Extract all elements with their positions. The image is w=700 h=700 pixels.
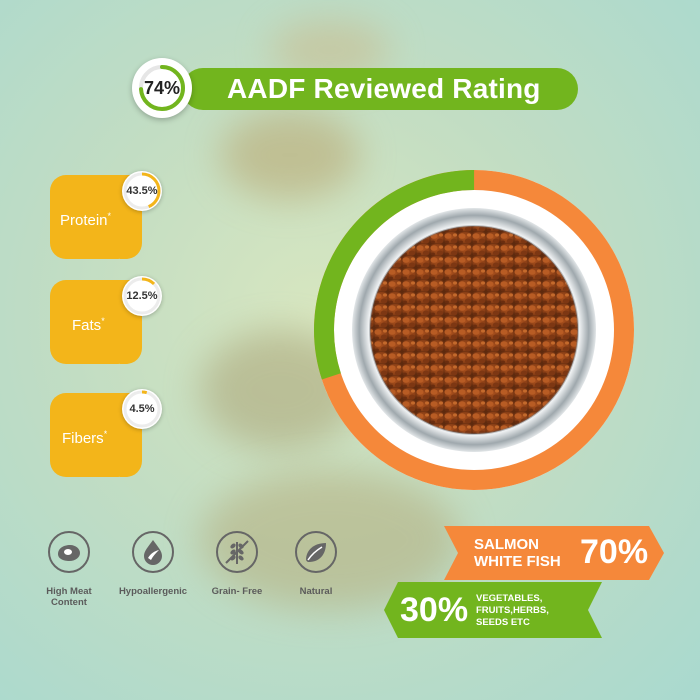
nutrient-mark: * xyxy=(107,211,112,221)
fish-ribbon: SALMON WHITE FISH 70% xyxy=(444,526,664,580)
nutrient-label: Fibers* xyxy=(62,429,107,447)
feature-label-line: High Meat xyxy=(46,586,92,597)
fish-percent: 70% xyxy=(580,533,649,571)
rating-bar xyxy=(182,68,578,110)
food-bowl-image xyxy=(314,170,634,490)
feature-label: High Meat Content xyxy=(27,586,111,608)
fish-label: SALMON WHITE FISH xyxy=(474,536,561,570)
nutrient-name: Fibers xyxy=(62,430,104,447)
feature-high-meat: High Meat Content xyxy=(27,530,111,608)
rating-label: AADF Reviewed Rating xyxy=(227,73,541,104)
feature-label: Natural xyxy=(274,586,358,597)
rating-value: 74% xyxy=(143,78,181,98)
meat-icon xyxy=(48,531,90,573)
nutrient-name: Fats xyxy=(72,317,102,334)
nutrient-value: 43.5% xyxy=(126,185,158,197)
nutrient-label: Fats* xyxy=(72,316,105,334)
nutrient-name: Protein xyxy=(60,212,108,229)
nutrient-label: Protein* xyxy=(60,211,111,229)
fish-ribbon-shape xyxy=(444,526,664,580)
nutrient-card xyxy=(50,280,134,364)
nutrient-mark: * xyxy=(103,429,108,439)
vegetable-label-line: VEGETABLES, xyxy=(476,593,543,604)
fish-label-line: SALMON xyxy=(474,536,539,553)
nutrient-card xyxy=(50,393,134,477)
nutrient-value: 4.5% xyxy=(129,403,155,415)
feature-label: Hypoallergenic xyxy=(111,586,195,597)
bowl-kibble xyxy=(370,226,578,434)
nutrient-badge: 4.5% xyxy=(122,389,162,429)
drop-leaf-icon xyxy=(132,531,174,573)
rating-badge: 74% xyxy=(132,58,192,118)
nutrient-badge: 43.5% xyxy=(122,171,162,211)
feature-hypoallergenic: Hypoallergenic xyxy=(111,530,195,597)
vegetable-ribbon: 30% VEGETABLES, FRUITS,HERBS, SEEDS ETC xyxy=(384,582,602,638)
feature-label-line: Content xyxy=(51,597,87,608)
vegetable-ribbon-shape xyxy=(384,582,602,638)
rating-progress-ring xyxy=(139,65,185,111)
nutrient-protein: Protein* 43.5% xyxy=(50,171,165,259)
vegetable-label-line: SEEDS ETC xyxy=(476,617,530,628)
nutrient-fibers: Fibers* 4.5% xyxy=(50,389,165,477)
vegetable-label-line: FRUITS,HERBS, xyxy=(476,605,549,616)
vegetable-label: VEGETABLES, FRUITS,HERBS, SEEDS ETC xyxy=(476,593,549,629)
nutrient-progress-ring xyxy=(123,172,161,210)
composition-ring-green xyxy=(314,170,634,490)
feature-label-line: Hypoallergenic xyxy=(118,586,188,597)
feature-label: Grain- Free xyxy=(195,586,279,597)
nutrient-progress-ring xyxy=(123,390,161,428)
nutrient-card xyxy=(50,175,134,259)
feature-grain-free: Grain- Free xyxy=(195,530,279,597)
nutrient-progress-ring xyxy=(123,277,161,315)
vegetable-percent: 30% xyxy=(400,591,469,629)
wheat-icon xyxy=(216,531,258,573)
fish-label-line: WHITE FISH xyxy=(474,553,561,570)
feature-label-line: Natural xyxy=(299,586,333,597)
leaf-icon xyxy=(295,531,337,573)
nutrient-mark: * xyxy=(101,316,105,326)
nutrient-badge: 12.5% xyxy=(122,276,162,316)
feature-natural: Natural xyxy=(274,530,358,597)
background-blur xyxy=(220,110,360,200)
nutrient-fats: Fats* 12.5% xyxy=(50,276,165,364)
rating-banner: AADF Reviewed Rating 74% xyxy=(132,58,578,118)
feature-label-line: Grain- Free xyxy=(211,586,263,597)
nutrient-value: 12.5% xyxy=(126,290,158,302)
